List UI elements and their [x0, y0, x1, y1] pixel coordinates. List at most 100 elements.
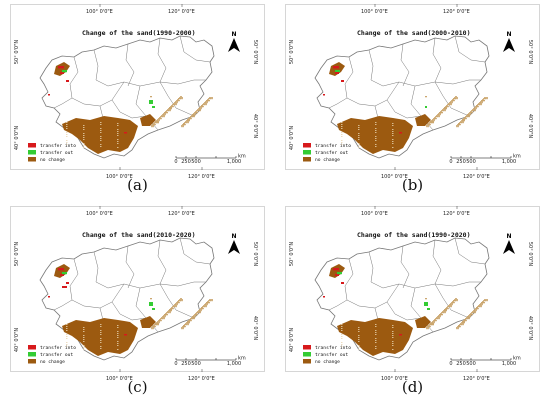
legend-label: transfer into [40, 345, 76, 351]
map-panel-a: Change of the sand(1990-2000) 100° 0'0"E 1… [0, 0, 275, 202]
texture-speck [341, 336, 343, 337]
texture-speck [100, 324, 102, 325]
legend-swatch [303, 157, 311, 162]
scale-label: 500 [466, 159, 476, 165]
map-title: Change of the sand(1990-2000) [82, 29, 196, 37]
left-latitude-label: 40° 0'0"N [289, 126, 295, 150]
map-canvas: Change of the sand(2000-2010) 100° 0'0"E 1… [289, 4, 533, 180]
province-boundary [400, 43, 410, 87]
texture-speck [66, 136, 68, 137]
bottom-longitude-label: 120° 0'0"E [188, 174, 215, 180]
scale-label: 500 [466, 361, 476, 367]
texture-speck [83, 145, 85, 146]
legend-label: transfer into [40, 143, 76, 149]
province-boundary [386, 99, 422, 119]
transfer-into-area [341, 80, 344, 82]
province-boundary [167, 95, 195, 117]
transfer-into-area [60, 72, 64, 74]
texture-speck [83, 337, 85, 338]
texture-speck [358, 145, 360, 146]
province-boundary [53, 299, 73, 311]
north-arrow-icon: N [503, 31, 515, 52]
scale-label: 0 [449, 159, 452, 165]
texture-speck [392, 135, 394, 136]
texture-speck [341, 140, 343, 141]
texture-speck [66, 326, 68, 327]
texture-speck [117, 129, 119, 130]
texture-speck [100, 348, 102, 349]
texture-speck [117, 335, 119, 336]
texture-speck [83, 347, 85, 348]
transfer-out-area [425, 106, 427, 108]
texture-speck [66, 344, 68, 345]
texture-speck [341, 132, 343, 133]
texture-speck [392, 139, 394, 140]
texture-speck [117, 345, 119, 346]
texture-speck [392, 337, 394, 338]
no-change-area [329, 264, 345, 278]
texture-speck [83, 147, 85, 148]
texture-speck [83, 345, 85, 346]
texture-speck [117, 343, 119, 344]
texture-speck [66, 128, 68, 129]
legend-label: no change [40, 157, 65, 163]
texture-speck [117, 139, 119, 140]
texture-speck [100, 138, 102, 139]
left-latitude-label: 40° 0'0"N [14, 328, 20, 352]
texture-speck [341, 324, 343, 325]
transfer-into-area [124, 132, 127, 134]
left-latitude-label: 40° 0'0"N [14, 126, 20, 150]
transfer-out-area [152, 106, 155, 108]
texture-speck [375, 130, 377, 131]
texture-speck [358, 139, 360, 140]
north-arrow-icon: N [228, 31, 240, 52]
texture-speck [100, 334, 102, 335]
texture-speck [83, 137, 85, 138]
texture-speck [358, 335, 360, 336]
scale-label: 1,000 [227, 159, 241, 165]
transfer-into-area [333, 268, 339, 271]
texture-speck [66, 132, 68, 133]
texture-speck [117, 333, 119, 334]
top-longitude-label: 120° 0'0"E [443, 9, 470, 15]
bottom-longitude-label: 120° 0'0"E [188, 376, 215, 382]
texture-speck [375, 342, 377, 343]
no-change-area [329, 62, 345, 76]
texture-speck [83, 133, 85, 134]
province-boundary [157, 239, 169, 299]
bottom-longitude-label: 100° 0'0"E [106, 376, 133, 382]
no-change-area [337, 318, 413, 356]
map-title: Change of the sand(2010-2020) [82, 231, 196, 239]
texture-speck [66, 134, 68, 135]
texture-speck [100, 342, 102, 343]
sand-patches [425, 298, 488, 330]
texture-speck [83, 349, 85, 350]
texture-speck [375, 122, 377, 123]
texture-speck [66, 122, 68, 123]
no-change-area [62, 116, 138, 154]
texture-speck [392, 125, 394, 126]
texture-speck [100, 340, 102, 341]
transfer-out-area [62, 70, 67, 73]
texture-speck [100, 132, 102, 133]
scale-label: 1,000 [227, 361, 241, 367]
texture-speck [100, 338, 102, 339]
texture-speck [392, 129, 394, 130]
scale-label: 500 [191, 361, 201, 367]
texture-speck [83, 329, 85, 330]
texture-speck [375, 326, 377, 327]
texture-speck [66, 336, 68, 337]
legend-label: transfer into [315, 345, 351, 351]
map-canvas: Change of the sand(2010-2020) 100° 0'0"E 1… [14, 206, 258, 382]
right-latitude-label: 40° 0'0"N [252, 114, 258, 138]
texture-speck [100, 146, 102, 147]
texture-speck [83, 331, 85, 332]
transfer-into-area [335, 274, 339, 276]
map-panel-b: Change of the sand(2000-2010) 100° 0'0"E 1… [275, 0, 550, 202]
transfer-into-area [66, 80, 69, 82]
province-boundary [328, 97, 348, 109]
texture-speck [66, 342, 68, 343]
province-boundary [368, 251, 400, 289]
texture-speck [117, 327, 119, 328]
legend-swatch [303, 143, 311, 148]
